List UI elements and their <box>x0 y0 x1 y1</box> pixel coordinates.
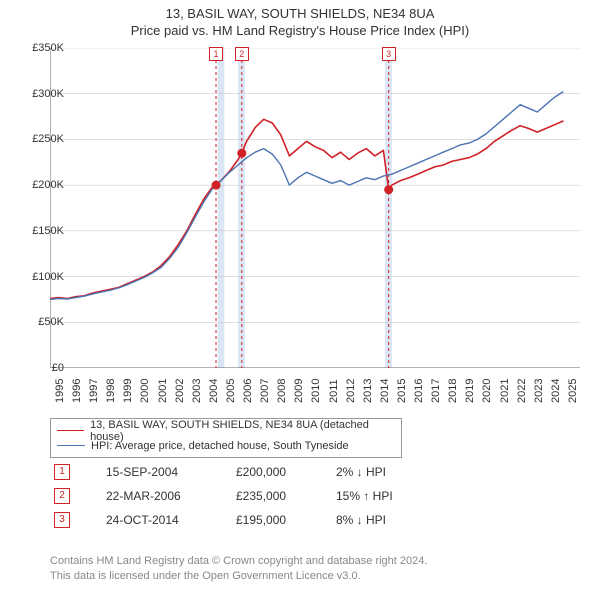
x-tick-label: 1997 <box>88 379 100 403</box>
x-tick-label: 2016 <box>413 379 425 403</box>
y-tick-label: £300K <box>32 88 64 100</box>
event-price: £235,000 <box>236 489 336 503</box>
legend: 13, BASIL WAY, SOUTH SHIELDS, NE34 8UA (… <box>50 418 402 458</box>
x-tick-label: 2023 <box>533 379 545 403</box>
legend-swatch <box>57 430 84 431</box>
legend-row: HPI: Average price, detached house, Sout… <box>57 438 395 453</box>
x-tick-label: 2022 <box>516 379 528 403</box>
x-tick-label: 2015 <box>396 379 408 403</box>
y-tick-label: £0 <box>52 362 64 374</box>
y-tick-label: £350K <box>32 42 64 54</box>
y-tick-label: £100K <box>32 271 64 283</box>
footer-line: This data is licensed under the Open Gov… <box>50 569 427 584</box>
x-tick-label: 2000 <box>139 379 151 403</box>
y-tick-label: £150K <box>32 225 64 237</box>
legend-row: 13, BASIL WAY, SOUTH SHIELDS, NE34 8UA (… <box>57 423 395 438</box>
x-tick-label: 2007 <box>259 379 271 403</box>
event-date: 15-SEP-2004 <box>106 465 236 479</box>
chart <box>50 48 580 368</box>
footer: Contains HM Land Registry data © Crown c… <box>50 554 427 584</box>
event-delta: 8% ↓ HPI <box>336 513 446 527</box>
x-tick-label: 2002 <box>174 379 186 403</box>
x-tick-label: 2008 <box>276 379 288 403</box>
page-title: 13, BASIL WAY, SOUTH SHIELDS, NE34 8UA <box>0 0 600 21</box>
y-tick-label: £250K <box>32 133 64 145</box>
chart-event-badge: 3 <box>382 47 396 61</box>
chart-event-badge: 2 <box>235 47 249 61</box>
y-tick-label: £200K <box>32 179 64 191</box>
chart-event-badge: 1 <box>209 47 223 61</box>
x-tick-label: 2025 <box>567 379 579 403</box>
y-tick-label: £50K <box>38 316 64 328</box>
event-row: 1 15-SEP-2004 £200,000 2% ↓ HPI <box>50 460 560 484</box>
legend-label: HPI: Average price, detached house, Sout… <box>91 440 349 452</box>
page: 13, BASIL WAY, SOUTH SHIELDS, NE34 8UA P… <box>0 0 600 590</box>
page-subtitle: Price paid vs. HM Land Registry's House … <box>0 21 600 42</box>
x-tick-label: 2020 <box>481 379 493 403</box>
x-tick-label: 2004 <box>208 379 220 403</box>
x-tick-label: 2003 <box>191 379 203 403</box>
x-tick-label: 2019 <box>464 379 476 403</box>
x-tick-label: 1996 <box>71 379 83 403</box>
x-tick-label: 2013 <box>362 379 374 403</box>
event-date: 24-OCT-2014 <box>106 513 236 527</box>
x-tick-label: 2021 <box>499 379 511 403</box>
x-tick-label: 1999 <box>122 379 134 403</box>
x-tick-label: 2018 <box>447 379 459 403</box>
x-tick-label: 2012 <box>345 379 357 403</box>
x-tick-label: 1998 <box>105 379 117 403</box>
x-tick-label: 2011 <box>328 379 340 403</box>
x-tick-label: 2024 <box>550 379 562 403</box>
event-date: 22-MAR-2006 <box>106 489 236 503</box>
x-tick-label: 2005 <box>225 379 237 403</box>
x-tick-label: 2017 <box>430 379 442 403</box>
event-row: 2 22-MAR-2006 £235,000 15% ↑ HPI <box>50 484 560 508</box>
x-tick-label: 2010 <box>310 379 322 403</box>
event-price: £200,000 <box>236 465 336 479</box>
chart-svg <box>50 48 580 368</box>
event-row: 3 24-OCT-2014 £195,000 8% ↓ HPI <box>50 508 560 532</box>
events-table: 1 15-SEP-2004 £200,000 2% ↓ HPI 2 22-MAR… <box>50 460 560 532</box>
x-tick-label: 1995 <box>54 379 66 403</box>
x-tick-label: 2001 <box>157 379 169 403</box>
event-delta: 2% ↓ HPI <box>336 465 446 479</box>
legend-swatch <box>57 445 85 446</box>
x-tick-label: 2009 <box>293 379 305 403</box>
event-delta: 15% ↑ HPI <box>336 489 446 503</box>
event-badge: 2 <box>54 488 70 504</box>
event-badge: 1 <box>54 464 70 480</box>
footer-line: Contains HM Land Registry data © Crown c… <box>50 554 427 569</box>
x-tick-label: 2006 <box>242 379 254 403</box>
event-badge: 3 <box>54 512 70 528</box>
event-price: £195,000 <box>236 513 336 527</box>
x-tick-label: 2014 <box>379 379 391 403</box>
